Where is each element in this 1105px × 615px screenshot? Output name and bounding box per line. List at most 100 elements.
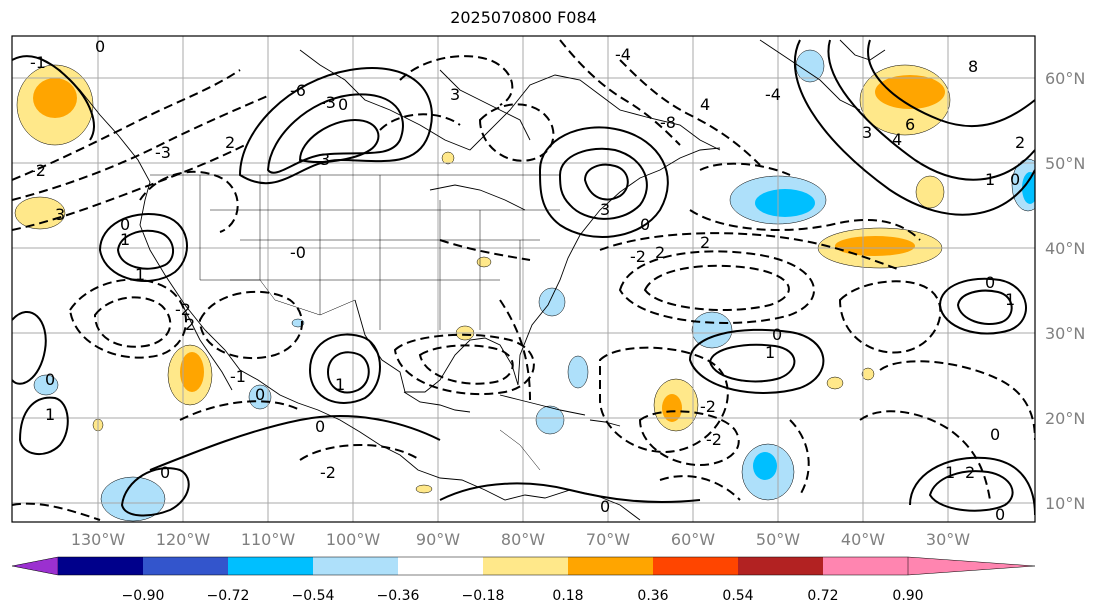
contour-label: 0	[600, 497, 610, 516]
contour-label: 0	[120, 215, 130, 234]
contour-label: 1	[945, 463, 955, 482]
colorbar-label: 0.36	[637, 588, 668, 604]
contour-label: 1	[1005, 290, 1015, 309]
colorbar-segment	[568, 557, 653, 575]
contour-label: 0	[255, 385, 265, 404]
contour-label: 4	[700, 95, 710, 114]
colorbar-segment	[58, 557, 143, 575]
positive-anomaly-patch	[441, 151, 455, 165]
contour-label: 0	[95, 37, 105, 56]
contours-solid	[12, 39, 1035, 517]
contour-label: 0	[315, 417, 325, 436]
negative-anomaly-patch	[567, 355, 589, 389]
contour-label: -6	[290, 81, 306, 100]
greenland-coast	[759, 39, 861, 111]
positive-anomaly-patch	[180, 352, 204, 392]
contour-label: 3	[320, 150, 330, 169]
contour-label: 3	[600, 200, 610, 219]
contour-labels: 0 -1 -6 -3 0 3 3 2 -3 -2 3 0 1 1 -0 -2 2…	[30, 37, 1025, 524]
colorbar-segment	[143, 557, 228, 575]
positive-anomaly-patch	[662, 394, 682, 422]
positive-anomaly-patch	[415, 484, 433, 494]
contour-label: -1	[30, 53, 46, 72]
contour-label: -3	[320, 93, 336, 112]
contour-label: 0	[985, 273, 995, 292]
longitude-label: 60°W	[671, 530, 715, 549]
contour-label: -4	[615, 45, 631, 64]
contour-label: 0	[45, 370, 55, 389]
contour-label: -2	[706, 430, 722, 449]
contour-label: 0	[160, 463, 170, 482]
map-title: 2025070800 F084	[450, 8, 597, 27]
contour-label: 0	[772, 325, 782, 344]
positive-anomaly-patch	[915, 175, 945, 209]
colorbar-label: 0.54	[722, 588, 753, 604]
positive-anomaly-patch	[861, 367, 875, 381]
hispaniola	[589, 419, 621, 427]
colorbar-label: 0.90	[892, 588, 923, 604]
longitude-label: 110°W	[241, 530, 296, 549]
contours-dashed	[12, 39, 1035, 521]
yucatan	[403, 391, 471, 413]
contour-label: 0	[995, 505, 1005, 524]
latitude-label: 20°N	[1045, 409, 1085, 428]
contour-label: -1	[230, 367, 246, 386]
negative-anomaly-patch	[753, 452, 777, 480]
positive-anomaly-patch	[14, 196, 66, 230]
colorbar-label: −0.90	[122, 588, 165, 604]
contour-label: -3	[155, 143, 171, 162]
colorbar-extend-low	[11, 556, 59, 576]
hudson-bay	[439, 69, 531, 141]
contour-label: 1	[765, 343, 775, 362]
political-borders	[150, 174, 560, 471]
colorbar-segment	[653, 557, 738, 575]
contour-label: 0	[338, 95, 348, 114]
contour-label: 1	[985, 170, 995, 189]
latitude-label: 30°N	[1045, 324, 1085, 343]
positive-anomaly-patch	[835, 236, 915, 256]
colorbar-label: −0.36	[377, 588, 420, 604]
colorbar-segment	[483, 557, 568, 575]
contour-label: -2	[175, 300, 191, 319]
contour-label: -2	[700, 397, 716, 416]
negative-anomaly-patch	[795, 49, 825, 83]
longitude-label: 70°W	[586, 530, 630, 549]
positive-anomaly-patch	[826, 376, 844, 390]
latitude-label: 50°N	[1045, 154, 1085, 173]
contour-label: 2	[1015, 133, 1025, 152]
contour-label: 3	[55, 205, 65, 224]
contour-label: -8	[660, 113, 676, 132]
latitude-label: 10°N	[1045, 494, 1085, 513]
contour-label: -2	[30, 161, 46, 180]
contour-label: 1	[120, 230, 130, 249]
baja-california	[179, 299, 233, 391]
contour-label: -2	[320, 463, 336, 482]
colorbar-segment	[823, 557, 908, 575]
latitude-label: 40°N	[1045, 239, 1085, 258]
longitude-label: 50°W	[756, 530, 800, 549]
longitude-label: 130°W	[71, 530, 126, 549]
greenland-tip	[839, 39, 886, 61]
colorbar-segment	[398, 557, 483, 575]
great-lakes	[429, 184, 526, 211]
map-panel: 0 -1 -6 -3 0 3 3 2 -3 -2 3 0 1 1 -0 -2 2…	[11, 35, 1036, 524]
longitude-label: 100°W	[326, 530, 381, 549]
negative-anomaly-patch	[755, 189, 815, 217]
contour-label: 1	[45, 405, 55, 424]
negative-anomaly-patch	[100, 476, 166, 522]
longitude-axis: 130°W 120°W 110°W 100°W 90°W 80°W 70°W 6…	[71, 530, 970, 549]
colorbar-label: 0.72	[807, 588, 838, 604]
map-frame	[11, 35, 1036, 523]
colorbar-segment	[228, 557, 313, 575]
contour-label: 2	[225, 133, 235, 152]
contour-label: -0	[290, 243, 306, 262]
negative-anomaly-patch	[248, 384, 272, 410]
negative-anomaly-patch	[535, 405, 565, 435]
positive-anomaly-patch	[875, 75, 945, 109]
negative-anomaly-patch	[33, 374, 59, 396]
contour-label: 1	[135, 265, 145, 284]
cuba	[499, 394, 586, 416]
colorbar-label: 0.18	[552, 588, 583, 604]
colorbar-label: −0.18	[462, 588, 505, 604]
